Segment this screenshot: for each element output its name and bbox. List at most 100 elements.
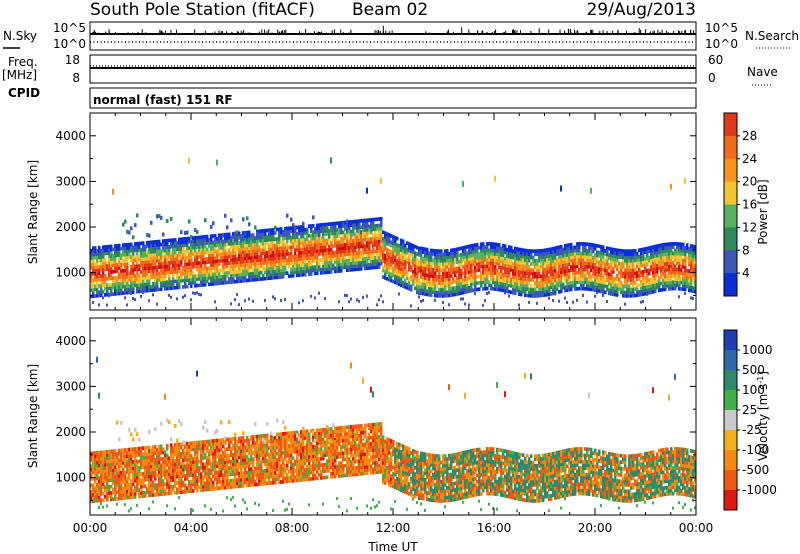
heat-cell: [654, 257, 657, 262]
heat-cell: [300, 234, 303, 239]
heat-cell: [320, 251, 323, 256]
heat-cell: [658, 259, 661, 264]
heat-cell: [108, 286, 111, 290]
heat-cell: [104, 472, 107, 477]
heat-cell: [124, 448, 127, 452]
heat-cell: [382, 252, 385, 257]
heat-cell: [172, 273, 175, 278]
heat-cell: [90, 249, 93, 254]
heat-cell: [424, 269, 427, 274]
heat-cell: [394, 248, 397, 253]
heat-cell: [274, 256, 277, 261]
heat-cell: [678, 255, 681, 259]
heat-cell: [184, 278, 187, 283]
heat-cell: [350, 297, 352, 301]
heat-cell: [314, 226, 317, 231]
heat-cell: [272, 234, 275, 239]
heat-cell: [364, 256, 367, 261]
heat-cell: [492, 261, 495, 266]
heat-cell: [302, 299, 304, 303]
heat-cell: [96, 293, 99, 298]
heat-cell: [232, 251, 235, 255]
heat-cell: [616, 293, 619, 297]
heat-cell: [568, 259, 571, 263]
heat-cell: [358, 238, 361, 243]
heat-cell: [204, 282, 207, 287]
heat-cell: [120, 262, 123, 267]
heat-cell: [600, 254, 603, 259]
heat-cell: [264, 244, 267, 249]
heat-cell: [280, 249, 283, 254]
heat-cell: [602, 280, 605, 285]
heat-cell: [470, 266, 473, 271]
heat-cell: [640, 260, 643, 265]
heat-cell: [680, 255, 683, 259]
heat-cell: [110, 254, 113, 258]
heat-cell: [536, 278, 539, 282]
heat-cell: [668, 286, 671, 291]
heat-cell: [526, 264, 529, 269]
heat-cell: [90, 259, 93, 264]
heat-cell: [168, 283, 171, 288]
heat-cell: [464, 271, 467, 275]
heat-cell: [208, 282, 211, 287]
heat-cell: [176, 247, 179, 252]
heat-cell: [430, 283, 433, 288]
heat-cell: [92, 467, 95, 472]
heat-cell: [194, 261, 197, 266]
heat-cell: [182, 243, 185, 248]
heat-cell: [440, 249, 443, 254]
heat-cell: [432, 267, 435, 272]
heat-cell: [578, 258, 581, 262]
heat-cell: [524, 267, 527, 272]
heat-cell: [544, 293, 547, 297]
heat-cell: [104, 273, 107, 278]
heat-cell: [380, 177, 382, 184]
heat-cell: [148, 250, 151, 254]
heat-cell: [254, 252, 257, 256]
heat-cell: [356, 238, 359, 243]
heat-cell: [610, 247, 613, 251]
heat-cell: [354, 238, 357, 243]
heat-cell: [300, 228, 303, 233]
heat-cell: [348, 255, 351, 260]
heat-cell: [162, 239, 165, 243]
heat-cell: [134, 475, 137, 480]
heat-cell: [140, 257, 143, 262]
heat-cell: [134, 491, 137, 496]
heat-cell: [662, 259, 665, 263]
heat-cell: [392, 234, 395, 239]
heat-cell: [218, 275, 221, 279]
heat-cell: [620, 252, 623, 256]
heat-cell: [692, 260, 695, 265]
heat-cell: [108, 276, 111, 281]
heat-cell: [188, 255, 191, 260]
heat-cell: [96, 454, 99, 458]
heat-cell: [490, 277, 493, 281]
heat-cell: [368, 246, 371, 251]
heat-cell: [582, 254, 585, 259]
heat-cell: [522, 283, 525, 288]
heat-cell: [492, 286, 495, 291]
heat-cell: [134, 248, 137, 253]
cpid-value: normal (fast) 151 RF: [93, 93, 233, 107]
heat-cell: [486, 248, 489, 253]
heat-cell: [602, 267, 605, 272]
heat-cell: [568, 249, 571, 254]
heat-cell: [176, 285, 179, 290]
heat-cell: [442, 262, 445, 266]
heat-cell: [514, 246, 517, 251]
nsky-series: [90, 25, 696, 43]
heat-cell: [522, 251, 525, 256]
heat-cell: [216, 265, 219, 270]
heat-cell: [564, 247, 567, 251]
heat-cell: [472, 253, 475, 257]
heat-cell: [152, 284, 155, 289]
heat-cell: [350, 236, 353, 240]
heat-cell: [604, 265, 607, 269]
heat-cell: [634, 280, 637, 285]
heat-cell: [110, 465, 113, 470]
heat-cell: [224, 280, 227, 285]
heat-cell: [146, 272, 149, 277]
heat-cell: [430, 290, 433, 294]
